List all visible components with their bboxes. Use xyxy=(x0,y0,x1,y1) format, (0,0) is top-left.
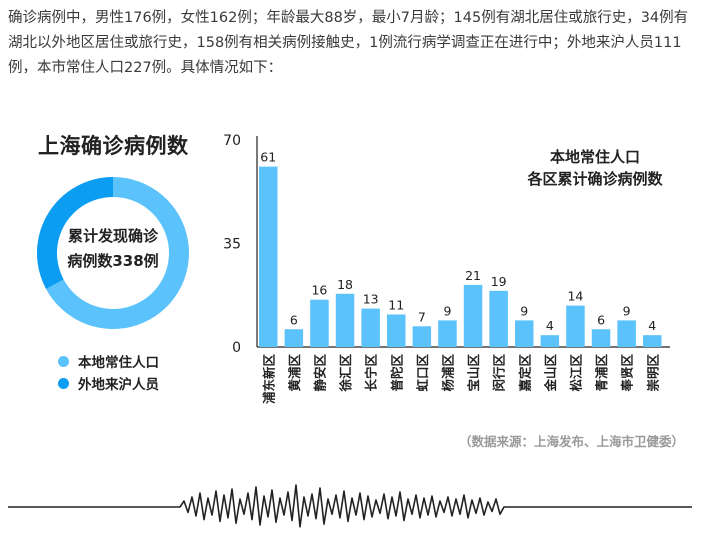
heartbeat-line xyxy=(8,484,692,528)
y-tick-label-1: 35 xyxy=(223,237,241,253)
bar-14 xyxy=(617,320,636,347)
category-label-13: 青浦区 xyxy=(594,354,609,392)
donut-center-line1: 累计发现确诊 xyxy=(67,227,158,245)
data-source: （数据来源：上海发布、上海市卫健委） xyxy=(458,434,684,449)
category-label-1: 黄浦区 xyxy=(287,354,302,392)
legend-item-local: 本地常住人口 xyxy=(58,350,159,372)
bar-10 xyxy=(515,320,534,347)
bar-value-10: 9 xyxy=(520,303,528,318)
donut-chart xyxy=(36,177,189,329)
category-label-12: 松江区 xyxy=(568,354,583,392)
bar-value-2: 16 xyxy=(311,283,327,298)
bar-1 xyxy=(284,329,304,347)
bar-value-9: 19 xyxy=(491,274,507,289)
category-label-15: 崇明区 xyxy=(645,354,660,392)
y-tick-label-0: 0 xyxy=(232,340,241,356)
donut-legend: 本地常住人口 外地来沪人员 xyxy=(58,350,159,394)
bar-3 xyxy=(335,293,355,347)
category-label-8: 宝山区 xyxy=(466,354,481,392)
category-label-7: 杨浦区 xyxy=(440,354,455,392)
bar-9 xyxy=(489,290,508,347)
category-label-4: 长宁区 xyxy=(364,354,379,392)
heartbeat-divider xyxy=(8,484,692,528)
donut-title: 上海确诊病例数 xyxy=(38,134,189,158)
legend-dot-local xyxy=(58,355,69,367)
category-label-11: 金山区 xyxy=(543,354,558,393)
bar-15 xyxy=(643,335,662,347)
bar-value-12: 14 xyxy=(567,289,583,304)
category-label-14: 奉贤区 xyxy=(620,354,635,393)
chart-title-line-1: 各区累计确诊病例数 xyxy=(526,170,663,188)
bar-2 xyxy=(310,299,329,347)
bar-12 xyxy=(566,305,585,347)
bar-value-7: 9 xyxy=(443,303,451,318)
bar-6 xyxy=(412,326,432,347)
bar-value-5: 11 xyxy=(388,297,404,312)
intro-paragraph: 确诊病例中，男性176例，女性162例；年龄最大88岁，最小7月龄；145例有湖… xyxy=(8,10,689,76)
bar-value-3: 18 xyxy=(337,277,353,292)
category-label-9: 闵行区 xyxy=(492,354,507,392)
category-label-10: 嘉定区 xyxy=(517,354,532,393)
donut-segment-1 xyxy=(36,177,113,289)
chart-title-line-0: 本地常住人口 xyxy=(550,148,640,166)
legend-dot-nonlocal xyxy=(58,377,69,389)
donut-center-line2: 病例数338例 xyxy=(67,252,159,270)
bar-value-15: 4 xyxy=(648,318,656,333)
bar-13 xyxy=(591,329,611,347)
category-label-2: 静安区 xyxy=(312,354,327,392)
bar-value-14: 9 xyxy=(623,303,631,318)
category-label-0: 浦东新区 xyxy=(261,354,276,405)
legend-label-local: 本地常住人口 xyxy=(78,355,159,371)
bar-5 xyxy=(387,314,406,347)
bar-7 xyxy=(438,320,457,347)
infographic-panel: 上海确诊病例数 累计发现确诊 病例数338例 本地常住人口 外地来沪人员 0 35… xyxy=(0,112,702,472)
bar-value-13: 6 xyxy=(597,312,605,327)
bar-0 xyxy=(259,166,278,347)
bar-value-0: 61 xyxy=(260,150,276,165)
legend-label-nonlocal: 外地来沪人员 xyxy=(78,377,159,393)
bar-4 xyxy=(361,308,380,347)
bar-11 xyxy=(540,335,560,347)
category-label-3: 徐汇区 xyxy=(338,354,353,393)
bar-8 xyxy=(463,284,483,347)
bar-chart: 0 35 70 61 浦东新区 6 黄浦区 16 静安区 18 徐汇区 13 长宁区 11 普陀区 7 虹口区 9… xyxy=(223,133,670,405)
legend-item-nonlocal: 外地来沪人员 xyxy=(58,372,159,394)
y-tick-label-2: 70 xyxy=(223,133,241,149)
bar-value-11: 4 xyxy=(546,318,554,333)
bar-value-6: 7 xyxy=(418,309,426,324)
donut-center-label: 累计发现确诊 病例数338例 xyxy=(28,224,198,274)
category-label-6: 虹口区 xyxy=(415,354,430,392)
bar-value-8: 21 xyxy=(465,268,481,283)
bar-value-1: 6 xyxy=(290,312,298,327)
category-label-5: 普陀区 xyxy=(389,354,404,392)
bar-value-4: 13 xyxy=(363,292,379,307)
